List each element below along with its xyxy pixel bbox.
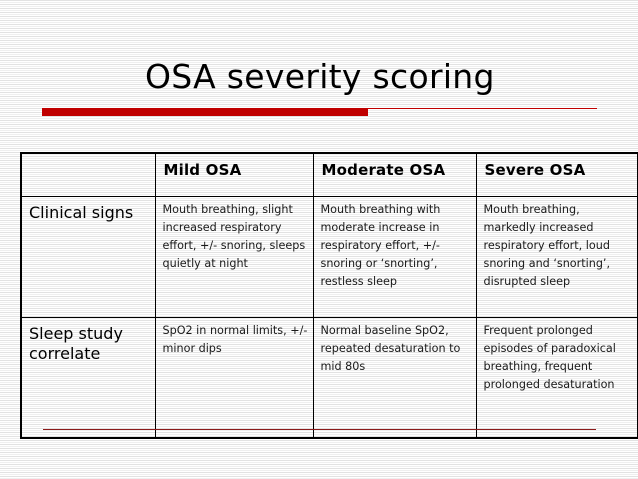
table-header-row: Mild OSA Moderate OSA Severe OSA xyxy=(20,152,638,197)
header-cell-empty xyxy=(20,152,156,197)
slide-title: OSA severity scoring xyxy=(145,57,495,96)
footer-divider-line xyxy=(43,429,596,430)
row-label-cell: Sleep study correlate xyxy=(20,316,156,439)
header-cell-moderate: Moderate OSA xyxy=(312,152,477,197)
osa-severity-table: Mild OSA Moderate OSA Severe OSA Clinica… xyxy=(20,152,638,439)
header-severe-osa: Severe OSA xyxy=(484,161,586,179)
header-mild-osa: Mild OSA xyxy=(163,161,242,179)
cell-sleep-severe: Frequent prolonged episodes of paradoxic… xyxy=(475,316,638,439)
cell-clinical-mild: Mouth breathing, slight increased respir… xyxy=(154,195,314,318)
title-underline xyxy=(42,108,597,109)
cell-sleep-mild: SpO2 in normal limits, +/- minor dips xyxy=(154,316,314,439)
table-row-clinical-signs: Clinical signs Mouth breathing, slight i… xyxy=(20,195,638,318)
table-row-sleep-study: Sleep study correlate SpO2 in normal lim… xyxy=(20,316,638,439)
cell-sleep-moderate: Normal baseline SpO2, repeated desaturat… xyxy=(312,316,477,439)
row-label-cell: Clinical signs xyxy=(20,195,156,318)
row-label-sleep-study: Sleep study correlate xyxy=(29,323,123,363)
header-moderate-osa: Moderate OSA xyxy=(321,161,446,179)
row-label-clinical-signs: Clinical signs xyxy=(29,202,134,222)
title-accent-bar xyxy=(42,108,368,116)
cell-clinical-severe: Mouth breathing, markedly increased resp… xyxy=(475,195,638,318)
header-cell-mild: Mild OSA xyxy=(154,152,314,197)
header-cell-severe: Severe OSA xyxy=(475,152,638,197)
cell-clinical-moderate: Mouth breathing with moderate increase i… xyxy=(312,195,477,318)
